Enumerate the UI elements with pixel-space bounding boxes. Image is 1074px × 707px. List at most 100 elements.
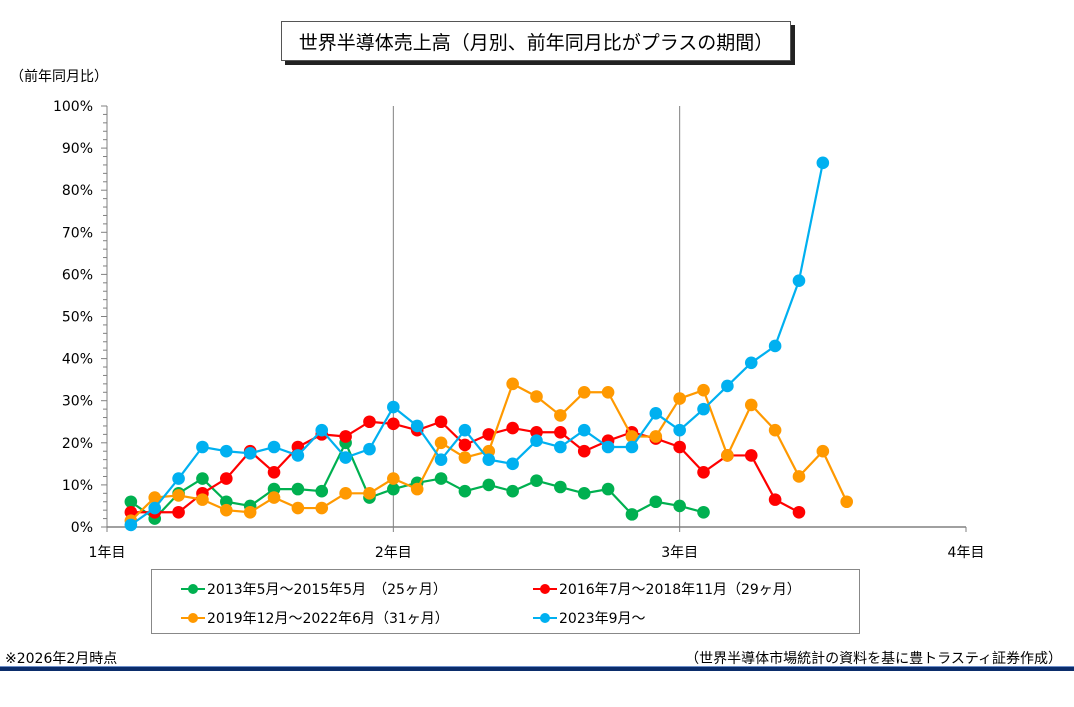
data-point	[291, 449, 305, 462]
data-point	[482, 478, 496, 492]
data-point	[506, 377, 519, 391]
y-tick-label: 60%	[62, 267, 93, 283]
y-tick-label: 50%	[62, 310, 93, 326]
data-point	[601, 440, 615, 454]
data-point	[243, 505, 257, 519]
data-point	[792, 274, 806, 288]
data-point	[649, 407, 663, 420]
y-tick-label: 70%	[62, 225, 93, 241]
data-point	[721, 379, 734, 393]
footer-divider	[0, 666, 1074, 671]
data-point	[816, 156, 830, 170]
data-point	[482, 428, 496, 441]
x-tick-label: 3年目	[661, 545, 698, 561]
data-point	[816, 444, 830, 458]
data-point	[530, 434, 543, 447]
series-3	[124, 156, 830, 532]
data-point	[768, 423, 782, 437]
data-point	[315, 501, 329, 515]
data-point	[530, 474, 543, 487]
data-point	[387, 417, 400, 431]
data-point	[673, 392, 686, 405]
data-point	[196, 472, 209, 485]
x-tick-label: 4年目	[948, 545, 985, 561]
data-point	[339, 430, 352, 443]
data-point	[649, 430, 663, 443]
data-point	[434, 472, 448, 485]
data-point	[840, 495, 853, 509]
series-2	[124, 377, 853, 527]
data-point	[458, 438, 472, 452]
data-point	[506, 457, 519, 471]
data-point	[339, 487, 352, 500]
data-point	[554, 425, 567, 439]
data-point	[148, 501, 162, 515]
data-point	[410, 419, 424, 433]
data-point	[577, 423, 591, 437]
legend-marker-icon	[533, 613, 557, 623]
y-tick-label: 80%	[62, 183, 93, 199]
legend-item-red: 2016年7月～2018年11月（29ヶ月）	[533, 579, 801, 599]
data-point	[434, 436, 448, 450]
x-tick-label: 1年目	[89, 545, 126, 561]
data-point	[530, 390, 543, 403]
legend-label: 2019年12月～2022年6月（31ヶ月）	[207, 611, 449, 627]
data-point	[482, 453, 496, 466]
data-point	[768, 339, 782, 353]
y-tick-label: 90%	[62, 141, 93, 157]
data-point	[458, 423, 472, 437]
data-point	[267, 465, 281, 479]
data-point	[220, 503, 233, 517]
chart-title: 世界半導体売上高（月別、前年同月比がプラスの期間）	[281, 21, 791, 61]
x-tick-label: 2年目	[375, 545, 412, 561]
data-point	[291, 482, 305, 496]
data-point	[387, 400, 400, 414]
y-tick-label: 20%	[62, 436, 93, 452]
data-point	[625, 508, 639, 521]
legend-label: 2013年5月～2015年5月 （25ヶ月）	[207, 582, 447, 598]
data-point	[744, 356, 758, 370]
data-point	[577, 444, 591, 458]
data-point	[577, 385, 591, 399]
data-point	[172, 472, 185, 485]
y-tick-label: 10%	[62, 478, 93, 494]
data-point	[768, 493, 782, 506]
data-point	[434, 415, 448, 429]
legend-marker-icon	[181, 584, 205, 594]
data-point	[744, 449, 758, 462]
data-point	[697, 402, 710, 416]
data-point	[172, 489, 185, 502]
data-point	[363, 487, 376, 500]
y-axis-label: （前年同月比）	[10, 69, 108, 85]
source-note: （世界半導体市場統計の資料を基に豊トラスティ証券作成）	[685, 651, 1062, 667]
data-point	[554, 440, 567, 454]
legend-label: 2016年7月～2018年11月（29ヶ月）	[559, 582, 801, 598]
data-point	[196, 440, 209, 454]
data-point	[291, 501, 305, 515]
data-point	[220, 444, 233, 458]
data-point	[673, 499, 686, 513]
chart-legend: 2013年5月～2015年5月 （25ヶ月） 2016年7月～2018年11月（…	[151, 569, 860, 634]
data-point	[315, 423, 329, 437]
data-point	[721, 449, 734, 462]
data-point	[577, 487, 591, 500]
data-point	[220, 472, 233, 485]
data-point	[744, 398, 758, 412]
data-point	[554, 409, 567, 422]
data-point	[506, 421, 519, 435]
y-tick-label: 40%	[62, 352, 93, 368]
data-point	[243, 447, 257, 460]
data-point	[363, 415, 376, 429]
data-point	[792, 470, 806, 483]
data-point	[697, 383, 710, 397]
data-point	[601, 482, 615, 496]
data-point	[601, 385, 615, 399]
y-tick-label: 100%	[53, 99, 93, 115]
legend-marker-icon	[533, 584, 557, 594]
data-point	[434, 453, 448, 466]
data-point	[673, 440, 686, 454]
data-point	[267, 491, 281, 504]
data-point	[697, 465, 710, 479]
data-point	[172, 505, 185, 519]
